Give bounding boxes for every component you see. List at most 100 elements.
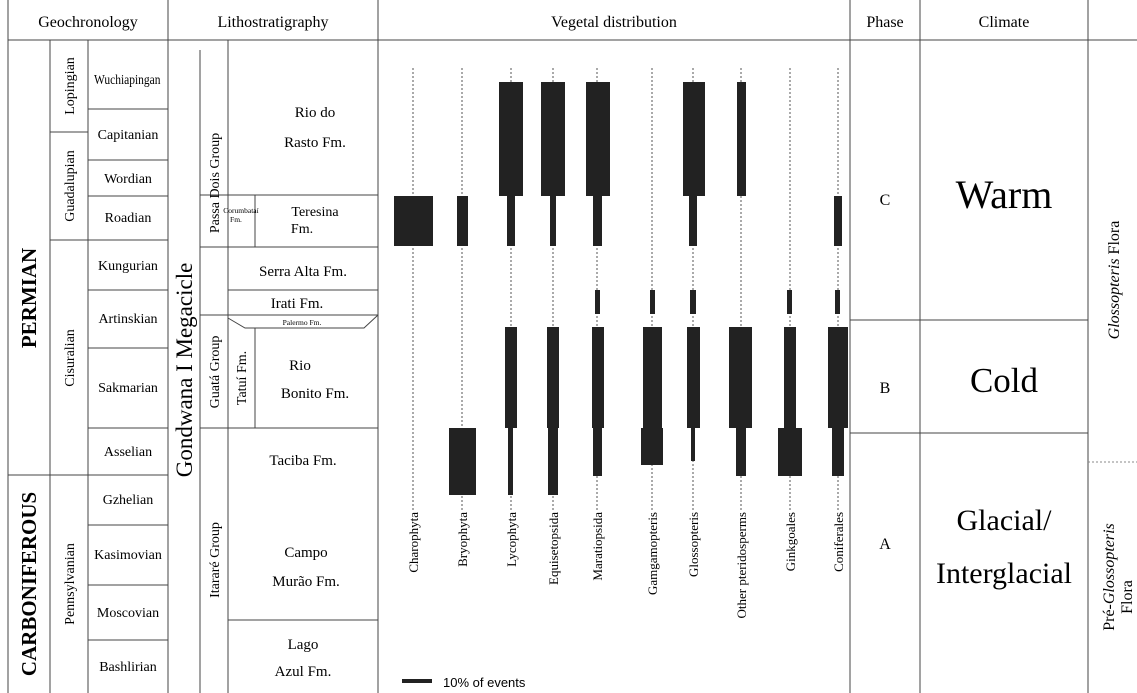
legend-swatch (402, 679, 432, 683)
bar-glossopteris-4 (687, 327, 700, 428)
header-geochronology: Geochronology (38, 14, 138, 31)
fm-palermo: Palermo Fm. (283, 318, 322, 327)
bar-bryophyta-2 (449, 428, 476, 495)
bar-equisetopsida-4 (548, 428, 558, 495)
stage-bashlirian: Bashlirian (99, 660, 157, 675)
flora-pre-prefix: Pré- (1101, 604, 1118, 631)
fm-campo-murao-line1: Campo (284, 545, 327, 561)
bar-other-pteridosperms-3 (736, 428, 746, 476)
fm-tatui: Tatuí Fm. (235, 351, 250, 405)
bar-bryophyta-1 (457, 196, 468, 246)
bar-maratiopsida-2 (593, 196, 602, 246)
bar-maratiopsida-3 (595, 290, 600, 314)
stage-wordian: Wordian (104, 172, 152, 187)
phase-a: A (879, 536, 891, 553)
epoch-cisuralian: Cisuralian (63, 329, 78, 387)
bar-glossopteris-2 (689, 196, 697, 246)
stage-kasimovian: Kasimovian (94, 548, 162, 563)
bar-glossopteris-5 (691, 428, 695, 461)
taxon-label-lycophyta: Lycophyta (504, 512, 519, 567)
taxon-label-other-pteridosperms: Other pteridosperms (734, 512, 749, 619)
megacycle-label: Gondwana I Megacicle (172, 263, 197, 478)
stage-wuchiapingan: Wuchiapingan (94, 72, 161, 87)
fm-rio-rasto-line2: Rasto Fm. (284, 135, 346, 151)
taxon-label-maratiopsida: Maratiopsida (590, 512, 605, 581)
fm-rio-rasto-line1: Rio do (295, 105, 335, 121)
fm-corumbatai-line2: Fm. (230, 215, 242, 224)
taxon-label-bryophyta: Bryophyta (455, 512, 470, 567)
bar-gamgamopteris-2 (643, 327, 662, 428)
bar-maratiopsida-5 (593, 428, 602, 476)
bar-coniferales-3 (828, 327, 848, 428)
fm-teresina-line1: Teresina (291, 205, 339, 220)
bar-equisetopsida-2 (550, 196, 556, 246)
stage-sakmarian: Sakmarian (98, 381, 158, 396)
stage-moscovian: Moscovian (97, 606, 159, 621)
bar-maratiopsida-1 (586, 82, 610, 196)
bar-other-pteridosperms-1 (737, 82, 746, 196)
climate-cold: Cold (970, 361, 1039, 400)
flora-glossopteris-italic: Glossopteris (1106, 258, 1123, 339)
taxon-label-glossopteris: Glossopteris (686, 512, 701, 577)
bar-coniferales-4 (832, 428, 844, 476)
stage-capitanian: Capitanian (98, 128, 159, 143)
bar-glossopteris-3 (690, 290, 696, 314)
bar-coniferales-1 (834, 196, 842, 246)
bar-equisetopsida-3 (547, 327, 559, 428)
taxon-label-ginkgoales: Ginkgoales (783, 512, 798, 571)
climate-glacial-line1: Glacial/ (957, 504, 1053, 537)
group-passa-dois: Passa Dois Group (208, 133, 223, 233)
epoch-guadalupian: Guadalupian (63, 150, 78, 222)
stage-artinskian: Artinskian (98, 312, 157, 327)
header-phase: Phase (866, 14, 903, 31)
bar-maratiopsida-4 (592, 327, 604, 428)
fm-lago-azul-line2: Azul Fm. (275, 664, 332, 680)
flora-pre-italic: Glossopteris (1101, 523, 1118, 604)
climate-warm: Warm (956, 172, 1053, 217)
header-vegetal: Vegetal distribution (551, 14, 677, 31)
fm-serra-alta: Serra Alta Fm. (259, 264, 347, 280)
bar-ginkgoales-2 (784, 327, 796, 428)
taxon-label-charophyta: Charophyta (406, 512, 421, 573)
fm-rio-bonito-line2: Bonito Fm. (281, 386, 349, 402)
taxon-bars (394, 82, 848, 495)
header-lithostratigraphy: Lithostratigraphy (217, 14, 328, 31)
epoch-lopingian: Lopingian (63, 57, 78, 115)
epoch-pennsylvanian: Pennsylvanian (63, 543, 78, 625)
bar-ginkgoales-3 (778, 428, 802, 476)
bar-gamgamopteris-3 (641, 428, 663, 465)
stage-asselian: Asselian (104, 445, 152, 460)
header-climate: Climate (979, 14, 1030, 31)
taxon-label-equisetopsida: Equisetopsida (546, 512, 561, 585)
group-guata: Guatá Group (208, 336, 223, 409)
fm-rio-bonito-line1: Rio (289, 358, 311, 374)
bar-gamgamopteris-1 (650, 290, 655, 314)
legend-label: 10% of events (443, 675, 526, 690)
bar-equisetopsida-1 (541, 82, 565, 196)
stage-gzhelian: Gzhelian (103, 493, 154, 508)
fm-lago-azul-line1: Lago (288, 637, 319, 653)
fm-campo-murao-line2: Murão Fm. (272, 574, 340, 590)
fm-teresina-line2: Fm. (291, 222, 313, 237)
bar-lycophyta-3 (505, 327, 517, 428)
flora-glossopteris: Glossopteris Flora (1106, 221, 1123, 340)
bar-glossopteris-1 (683, 82, 705, 196)
stage-roadian: Roadian (105, 211, 152, 226)
stage-kungurian: Kungurian (98, 259, 158, 274)
bar-lycophyta-2 (507, 196, 515, 246)
bar-other-pteridosperms-2 (729, 327, 752, 428)
bar-charophyta-1 (394, 196, 433, 246)
bar-coniferales-2 (835, 290, 840, 314)
bar-lycophyta-1 (499, 82, 523, 196)
period-carboniferous: CARBONIFEROUS (17, 492, 41, 676)
climate-glacial-line2: Interglacial (936, 557, 1072, 590)
phase-c: C (880, 192, 891, 209)
taxon-label-coniferales: Coniferales (831, 512, 846, 572)
group-itarare: Itararé Group (208, 522, 223, 598)
phase-b: B (880, 380, 891, 397)
fm-corumbatai-line1: Corumbataí (223, 206, 258, 215)
bar-ginkgoales-1 (787, 290, 792, 314)
period-permian: PERMIAN (17, 248, 41, 348)
taxon-guides (412, 68, 839, 510)
